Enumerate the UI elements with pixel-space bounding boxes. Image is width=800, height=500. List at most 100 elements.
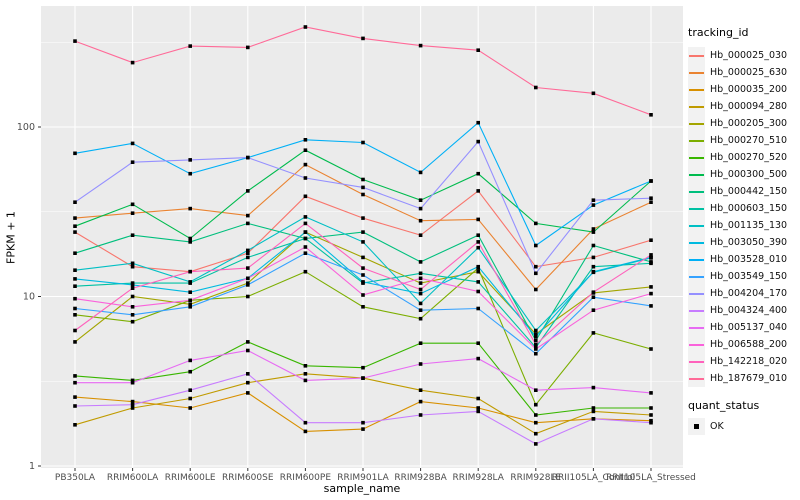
legend-label: Hb_000300_500 (710, 169, 788, 180)
legend-label: Hb_000442_150 (710, 186, 788, 197)
legend-label: Hb_006588_200 (710, 339, 788, 350)
legend-item: Hb_000442_150 (688, 183, 800, 200)
legend-item: Hb_000025_030 (688, 47, 800, 64)
legend-line-swatch (689, 156, 704, 159)
legend-line-swatch (689, 190, 704, 193)
legend-line-swatch (689, 292, 704, 295)
legend-label: Hb_000025_630 (710, 67, 788, 78)
x-tick-label: RRII105LA_Control (552, 473, 635, 483)
legend-item: Hb_000094_280 (688, 98, 800, 115)
quant-legend-label: OK (710, 421, 724, 432)
x-axis-title: sample_name (323, 482, 401, 495)
legend-item: Hb_000035_200 (688, 81, 800, 98)
y-tick-label: 10 (23, 292, 35, 303)
legend-title-quant-status: quant_status (688, 399, 760, 412)
legend-item: Hb_001135_130 (688, 217, 800, 234)
legend-item: Hb_004204_170 (688, 285, 800, 302)
legend-items: Hb_000025_030 Hb_000025_630 Hb_000035_200 H… (688, 47, 800, 387)
legend-label: Hb_000094_280 (710, 101, 788, 112)
legend-line-swatch (689, 360, 704, 363)
legend-key (688, 336, 705, 353)
legend-label: Hb_000603_150 (710, 203, 788, 214)
quant-legend-items: OK (688, 418, 800, 435)
legend-key (688, 166, 705, 183)
legend-key (688, 251, 705, 268)
legend-line-swatch (689, 241, 704, 244)
legend-label: Hb_003549_150 (710, 271, 788, 282)
legend-label: Hb_005137_040 (710, 322, 788, 333)
legend-line-swatch (689, 88, 704, 91)
x-tick-label: RRIM600LE (165, 473, 216, 483)
data-points (73, 25, 653, 446)
legend-key (688, 217, 705, 234)
legend-key (688, 200, 705, 217)
legend-key (688, 353, 705, 370)
legend-label: Hb_000025_030 (710, 50, 788, 61)
black-square-point-icon (694, 424, 699, 429)
quant-legend-key (688, 418, 705, 435)
legend-key (688, 115, 705, 132)
legend-item: Hb_142218_020 (688, 353, 800, 370)
legend-item: Hb_000025_630 (688, 64, 800, 81)
legend-item: Hb_000603_150 (688, 200, 800, 217)
legend-line-swatch (689, 54, 704, 57)
legend-line-swatch (689, 343, 704, 346)
legend-item: Hb_000205_300 (688, 115, 800, 132)
legend-label: Hb_004324_400 (710, 305, 788, 316)
legend-label: Hb_000035_200 (710, 84, 788, 95)
legend-line-swatch (689, 105, 704, 108)
legend-key (688, 81, 705, 98)
legend-item: Hb_000270_520 (688, 149, 800, 166)
legend-key (688, 64, 705, 81)
legend-line-swatch (689, 139, 704, 142)
legend-key (688, 370, 705, 387)
legend-item: Hb_003528_010 (688, 251, 800, 268)
x-tick-label: RRIM928LE (510, 473, 561, 483)
legend-title-tracking-id: tracking_id (688, 26, 749, 39)
legend-line-swatch (689, 258, 704, 261)
legend-label: Hb_003528_010 (710, 254, 788, 265)
legend-item: Hb_003549_150 (688, 268, 800, 285)
legend-line-swatch (689, 173, 704, 176)
legend-item: Hb_006588_200 (688, 336, 800, 353)
legend-key (688, 319, 705, 336)
x-tick-label: RRIM600PE (280, 473, 332, 483)
legend-line-swatch (689, 377, 704, 380)
legend-item: Hb_004324_400 (688, 302, 800, 319)
x-tick-label: PB350LA (55, 473, 96, 483)
x-tick-label: RRIM600SE (222, 473, 274, 483)
legend-label: Hb_187679_010 (710, 373, 788, 384)
y-tick-label: 100 (17, 122, 35, 133)
x-tick-label: RRIM600LA (107, 473, 159, 483)
legend-item: Hb_000270_510 (688, 132, 800, 149)
quant-legend-item: OK (688, 418, 800, 435)
legend-line-swatch (689, 122, 704, 125)
legend-label: Hb_000205_300 (710, 118, 788, 129)
x-tick-label: RRIM901LA (337, 473, 389, 483)
legend-label: Hb_000270_520 (710, 152, 788, 163)
legend-label: Hb_000270_510 (710, 135, 788, 146)
legend-line-swatch (689, 309, 704, 312)
axes: 1 10 100 PB350LA RRIM600LA RRIM600LE RRIM600SE… (17, 122, 696, 483)
legend: tracking_id Hb_000025_030 Hb_000025_630 Hb… (688, 26, 800, 435)
legend-label: Hb_004204_170 (710, 288, 788, 299)
legend-key (688, 302, 705, 319)
x-tick-label: RRIM928BA (394, 473, 447, 483)
legend-label: Hb_001135_130 (710, 220, 788, 231)
legend-label: Hb_142218_020 (710, 356, 788, 367)
x-tick-label: RRIM928LA (452, 473, 504, 483)
legend-key (688, 149, 705, 166)
legend-key (688, 234, 705, 251)
legend-key (688, 98, 705, 115)
y-tick-label: 1 (29, 461, 35, 472)
legend-label: Hb_003050_390 (710, 237, 788, 248)
legend-line-swatch (689, 71, 704, 74)
legend-line-swatch (689, 275, 704, 278)
panel-background (41, 6, 683, 468)
legend-key (688, 47, 705, 64)
x-tick-label: RRII105LA_Stressed (606, 473, 696, 483)
legend-line-swatch (689, 326, 704, 329)
legend-key (688, 132, 705, 149)
